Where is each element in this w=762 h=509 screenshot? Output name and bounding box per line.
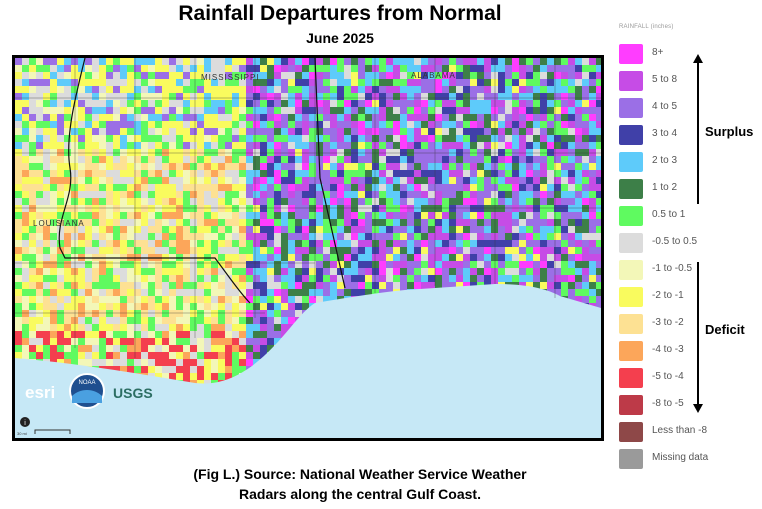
legend-swatch — [619, 206, 643, 226]
legend-swatch — [619, 368, 643, 388]
legend-item: -0.5 to 0.5 — [617, 231, 717, 255]
legend: RAINFALL (inches) 8+ 5 to 8 4 to 5 3 to 4 2 … — [617, 24, 762, 484]
legend-item: -3 to -2 — [617, 312, 717, 336]
legend-title: RAINFALL (inches) — [619, 24, 674, 30]
legend-item: 5 to 8 — [617, 69, 717, 93]
map-subtitle: June 2025 — [306, 30, 374, 46]
figure-caption: (Fig L.) Source: National Weather Servic… — [120, 464, 600, 504]
legend-label: 2 to 3 — [652, 155, 678, 166]
svg-text:NOAA: NOAA — [78, 380, 95, 386]
svg-text:30 mi: 30 mi — [17, 431, 27, 436]
deficit-label: Deficit — [705, 322, 745, 337]
legend-item: 2 to 3 — [617, 150, 717, 174]
legend-swatch — [619, 71, 643, 91]
deficit-arrow-down-icon — [693, 404, 703, 413]
legend-swatch — [619, 44, 643, 64]
legend-item: -4 to -3 — [617, 339, 717, 363]
legend-item: -1 to -0.5 — [617, 258, 717, 282]
svg-text:i: i — [24, 420, 26, 427]
legend-label: Missing data — [652, 452, 709, 463]
state-boundaries — [58, 58, 346, 304]
state-label-alabama: ALABAMA — [411, 71, 456, 80]
legend-swatch — [619, 314, 643, 334]
surplus-arrow-line — [697, 62, 699, 204]
legend-item: -8 to -5 — [617, 393, 717, 417]
legend-label: -0.5 to 0.5 — [652, 236, 698, 247]
legend-label: Less than -8 — [652, 425, 708, 436]
legend-label: -1 to -0.5 — [652, 263, 693, 274]
rainfall-map-canvas[interactable]: MISSISSIPPI ALABAMA LOUISIANA esri NOAA … — [15, 58, 601, 438]
usgs-logo: USGS — [113, 385, 153, 401]
legend-label: -4 to -3 — [652, 344, 684, 355]
legend-label: -2 to -1 — [652, 290, 684, 301]
noaa-logo: NOAA — [69, 373, 105, 409]
county-boundaries — [15, 58, 601, 358]
legend-label: 4 to 5 — [652, 101, 678, 112]
legend-label: -8 to -5 — [652, 398, 684, 409]
scale-bar: 30 mi — [17, 429, 71, 436]
legend-swatch — [619, 233, 643, 253]
legend-item: Less than -8 — [617, 420, 717, 444]
map-title: Rainfall Departures from Normal — [178, 2, 502, 25]
legend-swatch — [619, 449, 643, 469]
legend-item: Missing data — [617, 447, 717, 471]
surplus-label: Surplus — [705, 124, 754, 139]
legend-swatch — [619, 395, 643, 415]
legend-swatch — [619, 179, 643, 199]
legend-label: 5 to 8 — [652, 74, 678, 85]
legend-label: -3 to -2 — [652, 317, 684, 328]
legend-swatch — [619, 341, 643, 361]
legend-swatch — [619, 152, 643, 172]
legend-label: 3 to 4 — [652, 128, 678, 139]
deficit-arrow-line — [697, 262, 699, 404]
caption-line-1: (Fig L.) Source: National Weather Servic… — [193, 466, 527, 482]
legend-label: 0.5 to 1 — [652, 209, 686, 220]
info-icon[interactable]: i — [20, 417, 30, 427]
legend-item: 3 to 4 — [617, 123, 717, 147]
surplus-arrow-up-icon — [693, 54, 703, 63]
legend-swatch — [619, 422, 643, 442]
legend-swatch — [619, 287, 643, 307]
legend-swatch — [619, 125, 643, 145]
legend-swatch — [619, 98, 643, 118]
legend-label: 1 to 2 — [652, 182, 678, 193]
rainfall-map[interactable]: MISSISSIPPI ALABAMA LOUISIANA esri NOAA … — [12, 55, 604, 441]
gulf-of-mexico — [15, 284, 601, 438]
legend-item: 8+ — [617, 42, 717, 66]
state-label-mississippi: MISSISSIPPI — [201, 73, 260, 82]
state-label-louisiana: LOUISIANA — [33, 219, 85, 228]
legend-item: -2 to -1 — [617, 285, 717, 309]
legend-item: 4 to 5 — [617, 96, 717, 120]
legend-label: 8+ — [652, 47, 664, 58]
svg-text:USGS: USGS — [113, 385, 153, 401]
caption-line-2: Radars along the central Gulf Coast. — [239, 486, 481, 502]
svg-text:esri: esri — [25, 383, 55, 402]
legend-swatch — [619, 260, 643, 280]
legend-item: -5 to -4 — [617, 366, 717, 390]
legend-label: -5 to -4 — [652, 371, 684, 382]
legend-item: 1 to 2 — [617, 177, 717, 201]
esri-logo: esri — [25, 383, 55, 402]
legend-item: 0.5 to 1 — [617, 204, 717, 228]
